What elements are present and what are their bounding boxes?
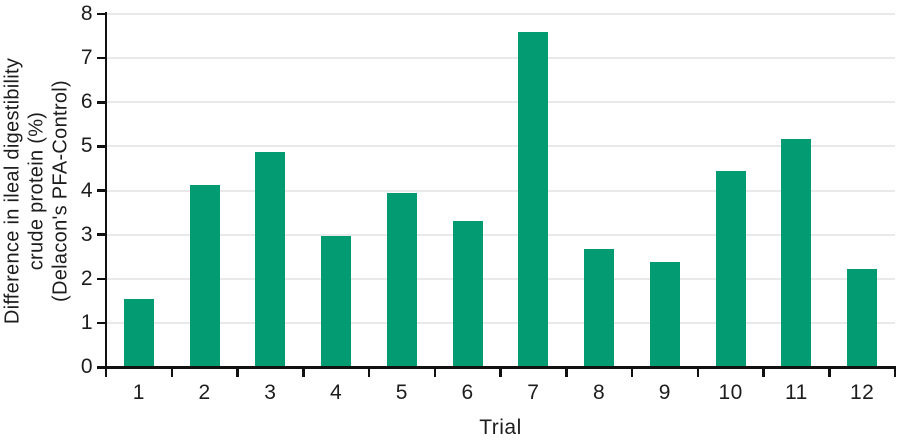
y-tick — [97, 101, 106, 104]
x-tick-label: 6 — [461, 381, 474, 404]
x-tick-label: 5 — [395, 381, 408, 404]
y-tick-label: 5 — [80, 134, 93, 158]
y-tick-label: 4 — [80, 178, 93, 202]
y-tick — [97, 145, 106, 148]
bar — [123, 298, 154, 367]
y-axis-title-line-1: Difference in ileal digestibility — [1, 57, 23, 324]
y-tick — [97, 56, 106, 60]
y-tick-label: 2 — [80, 266, 93, 290]
bar — [847, 269, 878, 367]
y-tick-label: 8 — [80, 2, 93, 25]
x-tick-label: 8 — [593, 381, 606, 404]
gridline — [106, 13, 895, 15]
x-tick-label: 2 — [198, 381, 211, 404]
y-tick — [97, 321, 106, 325]
y-tick — [97, 365, 106, 369]
x-tick-label: 3 — [264, 381, 277, 404]
bar — [189, 184, 220, 367]
x-tick — [630, 367, 634, 377]
bar — [518, 31, 549, 367]
bar — [584, 248, 615, 367]
x-axis-title: Trial — [479, 416, 522, 439]
x-axis-line — [97, 366, 896, 369]
x-tick-label: 12 — [849, 381, 875, 404]
x-tick-label: 11 — [784, 381, 808, 404]
y-tick — [97, 277, 106, 280]
bar — [452, 220, 483, 367]
gridline — [106, 321, 895, 324]
gridline — [106, 277, 895, 280]
x-tick-label: 4 — [330, 381, 343, 404]
x-tick-label: 9 — [658, 381, 671, 404]
y-tick-label: 0 — [80, 355, 93, 378]
x-tick — [433, 367, 436, 377]
y-tick — [97, 12, 106, 16]
x-tick — [565, 367, 568, 377]
x-tick — [762, 367, 765, 377]
x-tick — [828, 367, 831, 377]
gridline — [106, 101, 895, 104]
x-tick — [104, 367, 108, 377]
y-tick-label: 3 — [80, 222, 93, 246]
bar — [715, 171, 746, 367]
x-tick-label: 7 — [527, 381, 540, 404]
x-tick — [236, 367, 239, 377]
gridline — [106, 57, 895, 60]
x-tick-label: 10 — [718, 381, 743, 404]
gridline — [106, 189, 895, 192]
bar — [781, 138, 812, 367]
y-tick — [97, 233, 106, 236]
bar — [386, 192, 417, 367]
y-tick-label: 7 — [80, 46, 93, 70]
gridline — [106, 233, 895, 236]
x-tick — [302, 367, 305, 377]
bar — [649, 262, 680, 367]
gridline — [106, 145, 895, 148]
bar — [321, 236, 352, 367]
y-tick-label: 1 — [80, 310, 93, 334]
y-tick — [97, 189, 106, 192]
x-tick — [367, 367, 371, 377]
y-tick-label: 6 — [80, 90, 93, 114]
x-tick — [499, 367, 502, 377]
x-tick — [170, 367, 173, 377]
bar — [255, 152, 286, 367]
x-tick — [696, 367, 699, 377]
x-tick-label: 1 — [132, 381, 145, 404]
x-tick — [893, 367, 897, 377]
